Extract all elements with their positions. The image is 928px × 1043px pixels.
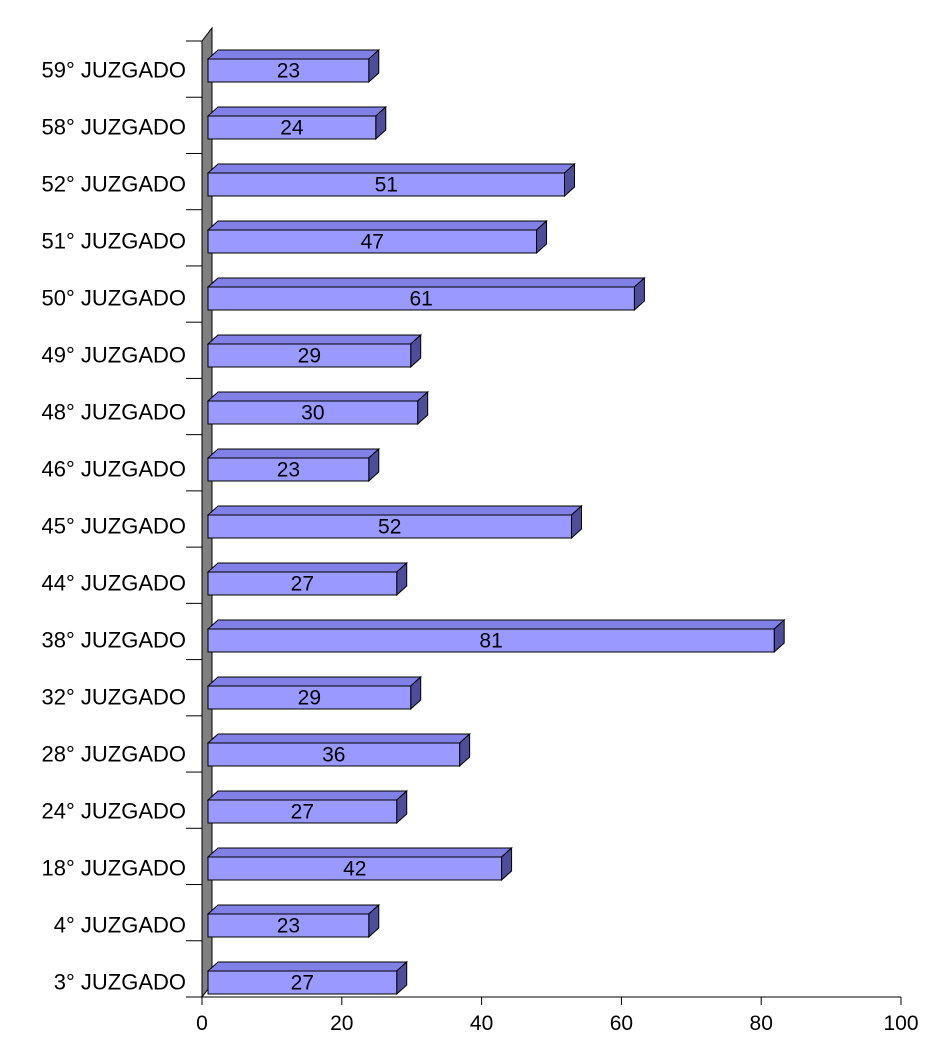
bar-group <box>206 846 513 882</box>
bar-group <box>206 618 786 654</box>
data-label: 23 <box>277 60 300 83</box>
data-label: 27 <box>291 972 314 995</box>
x-tick-label: 60 <box>610 1012 633 1035</box>
bar-group <box>206 390 430 426</box>
bar-top <box>206 619 786 630</box>
bar <box>207 799 398 824</box>
bar-top <box>206 334 423 345</box>
bar <box>207 913 370 938</box>
bar-group <box>206 789 409 825</box>
bar-top <box>206 790 409 801</box>
category-label: 48° JUZGADO <box>42 400 187 425</box>
category-label: 58° JUZGADO <box>42 115 187 140</box>
bars <box>206 48 786 996</box>
bar <box>207 115 377 140</box>
bar <box>207 856 503 881</box>
data-label: 29 <box>298 345 321 368</box>
x-tick-label: 20 <box>330 1012 353 1035</box>
bar-top <box>206 49 381 60</box>
bar-top <box>206 277 646 288</box>
bar <box>207 229 538 254</box>
bar-top <box>206 904 381 915</box>
bar <box>207 457 370 482</box>
bar-top <box>206 391 430 402</box>
bar-group <box>206 675 423 711</box>
bar-top <box>206 562 409 573</box>
axes <box>186 40 902 1005</box>
category-label: 49° JUZGADO <box>42 343 187 368</box>
bar-group <box>206 960 409 996</box>
data-label: 23 <box>277 459 300 482</box>
data-label: 29 <box>298 687 321 710</box>
data-label: 24 <box>280 117 304 140</box>
category-label: 59° JUZGADO <box>42 58 187 83</box>
bar-top <box>206 106 388 117</box>
bar-top <box>206 505 583 516</box>
category-label: 32° JUZGADO <box>42 685 187 710</box>
bar <box>207 970 398 995</box>
bar-top <box>206 847 513 858</box>
category-label: 18° JUZGADO <box>42 856 187 881</box>
category-label: 44° JUZGADO <box>42 571 187 596</box>
category-label: 24° JUZGADO <box>42 799 187 824</box>
bar <box>207 628 775 653</box>
bar <box>207 58 370 83</box>
bar-top <box>206 220 548 231</box>
bar-group <box>206 48 381 84</box>
data-label: 23 <box>277 915 300 938</box>
bar <box>207 514 572 539</box>
bar <box>207 571 398 596</box>
data-label: 30 <box>301 402 324 425</box>
category-label: 52° JUZGADO <box>42 172 187 197</box>
bar <box>207 400 419 425</box>
labels: 0 20 40 60 80 100 23 59° JUZGADO 24 58° JUZGADO 51… <box>42 58 919 1036</box>
bar-group <box>206 105 388 141</box>
x-tick-label: 0 <box>196 1012 208 1035</box>
category-label: 3° JUZGADO <box>54 970 186 995</box>
data-label: 27 <box>291 573 314 596</box>
data-label: 36 <box>322 744 345 767</box>
x-tick-label: 100 <box>883 1012 918 1035</box>
x-tick-label: 80 <box>750 1012 773 1035</box>
category-label: 38° JUZGADO <box>42 628 187 653</box>
bar-top <box>206 733 471 744</box>
bar-group <box>206 561 409 597</box>
data-label: 81 <box>479 630 502 653</box>
bar <box>207 172 565 197</box>
data-label: 42 <box>343 858 366 881</box>
bar-group <box>206 903 381 939</box>
bar <box>207 742 461 767</box>
data-label: 27 <box>291 801 314 824</box>
bar-group <box>206 219 548 255</box>
bar-group <box>206 276 646 312</box>
data-label: 51 <box>375 174 398 197</box>
data-label: 47 <box>361 231 384 254</box>
bar-top <box>206 163 576 174</box>
bar-top <box>206 961 409 972</box>
bar-group <box>206 162 576 198</box>
bar-top <box>206 448 381 459</box>
bar <box>207 343 412 368</box>
category-label: 46° JUZGADO <box>42 457 187 482</box>
data-label: 52 <box>378 516 401 539</box>
bar-top <box>206 676 423 687</box>
category-label: 28° JUZGADO <box>42 742 187 767</box>
bar <box>207 685 412 710</box>
category-label: 45° JUZGADO <box>42 514 187 539</box>
data-label: 61 <box>410 288 433 311</box>
bar-group <box>206 333 423 369</box>
bar <box>207 286 635 311</box>
bar-group <box>206 732 471 768</box>
category-label: 50° JUZGADO <box>42 286 187 311</box>
category-label: 4° JUZGADO <box>54 913 186 938</box>
category-label: 51° JUZGADO <box>42 229 187 254</box>
bar-group <box>206 504 583 540</box>
x-tick-label: 40 <box>470 1012 493 1035</box>
bar-group <box>206 447 381 483</box>
